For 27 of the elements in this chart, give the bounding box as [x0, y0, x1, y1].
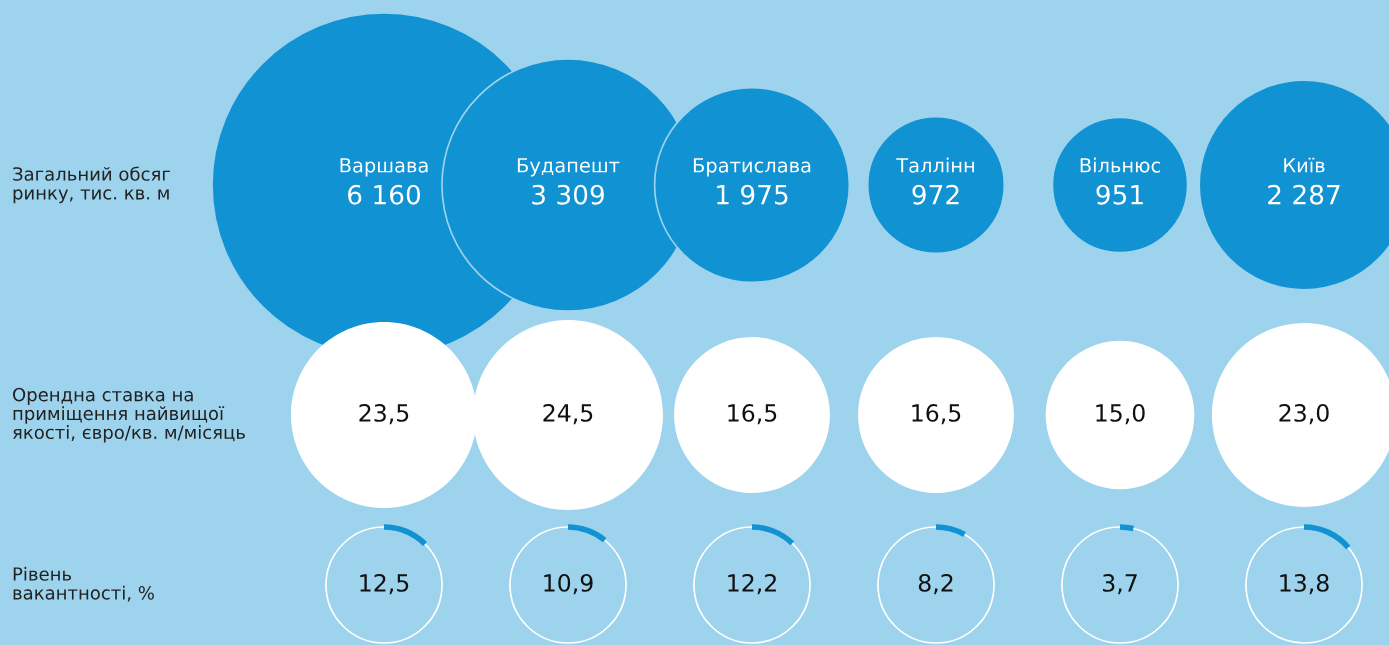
category-label: Братислава — [693, 158, 811, 177]
data-label: 951 — [1096, 184, 1143, 205]
data-label: 3,7 — [1103, 573, 1137, 595]
data-label: 13,8 — [1280, 573, 1329, 595]
data-label: 972 — [912, 184, 959, 205]
data-label: 23,5 — [359, 403, 409, 425]
data-label: 12,2 — [728, 573, 776, 595]
data-label: 23,0 — [1279, 403, 1329, 425]
data-label: 12,5 — [360, 573, 409, 595]
data-label: 16,5 — [728, 403, 777, 425]
data-label: 6 160 — [348, 184, 421, 205]
text: Рівень вакантності, % — [13, 566, 154, 602]
data-label: 10,9 — [544, 573, 593, 595]
category-label: Київ — [1284, 157, 1325, 173]
data-label: 15,0 — [1096, 403, 1145, 425]
data-label: 3 309 — [532, 184, 604, 205]
category-label: Вільнюс — [1080, 157, 1160, 173]
data-label: 24,5 — [543, 403, 593, 425]
category-label: Будапешт — [517, 158, 620, 177]
data-label: 1 975 — [717, 184, 788, 205]
data-label: 16,5 — [912, 403, 961, 425]
category-label: Таллінн — [896, 157, 974, 173]
data-label: 2 287 — [1268, 184, 1340, 205]
category-label: Варшава — [340, 158, 428, 177]
text: Загальний обсяг ринку, тис. кв. м — [13, 166, 170, 204]
text: Орендна ставка на приміщення найвищої якості, євро/кв. м/місяць — [13, 387, 245, 443]
data-label: 8,2 — [918, 573, 953, 595]
